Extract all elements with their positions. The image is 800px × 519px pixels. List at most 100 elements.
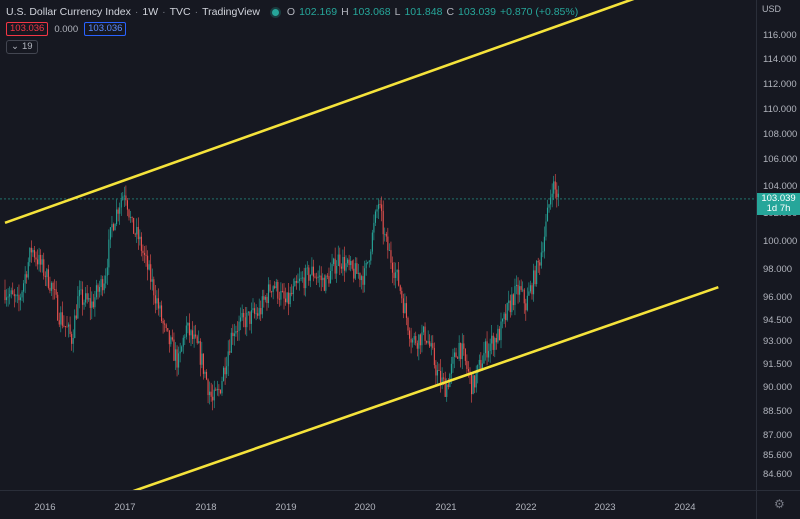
candle-body [35,257,37,260]
drawings-toggle-button[interactable]: ⌄ 19 [6,40,38,54]
candle-body [221,380,223,394]
candle-body [357,273,359,274]
high-value: 103.068 [352,6,391,18]
indicator-legend[interactable]: 103.036 0.000 103.036 [6,22,127,36]
candle-body [367,261,369,263]
candle-body [455,352,457,358]
candle-body [300,277,302,279]
candle-body [309,274,311,281]
candle-body [233,333,235,337]
time-scale[interactable]: 2016 2017 2018 2019 2020 2021 2022 2023 2024 [0,490,756,519]
candle-body [54,289,56,291]
candle-body [410,338,412,343]
candle-body [91,301,93,308]
candle-body [178,353,180,368]
candle-body [320,275,322,281]
brand-label: TradingView [202,6,260,18]
candle-body [159,305,161,309]
channel-upper-line[interactable] [4,0,718,225]
price-tick-label: 91.500 [763,359,792,370]
price-tick-label: 83.400 [763,489,792,490]
candle-body [145,254,147,256]
change-value: +0.870 (+0.85%) [500,6,579,18]
candle-body [463,343,465,349]
candle-body [275,281,277,289]
price-chart[interactable] [0,0,756,490]
indicator-value-ask: 103.036 [84,22,127,36]
price-tick-label: 106.000 [763,154,797,165]
candle-body [388,250,390,251]
candle-body [554,181,556,190]
candle-body [328,276,330,284]
open-key: O [286,6,296,18]
candle-body [120,200,122,208]
candle-body [418,334,420,349]
candle-body [289,292,291,305]
candle-body [398,269,400,286]
candle-body [421,332,423,346]
candle-body [213,389,215,401]
candle-body [325,275,327,291]
candle-body [140,236,142,251]
candle-body [365,262,367,269]
candle-body [294,281,296,287]
candle-body [399,285,401,291]
candle-body [277,281,279,299]
candle-body [10,290,12,295]
chart-pane[interactable]: U.S. Dollar Currency Index · 1W · TVC · … [0,0,756,490]
low-key: L [394,6,401,18]
candle-body [133,217,135,234]
price-tick-label: 104.000 [763,181,797,192]
candle-body [116,209,118,225]
currency-label[interactable]: USD [762,4,782,14]
candle-body [167,328,169,331]
candle-body [15,295,17,297]
candle-body [340,266,342,269]
candle-body [416,343,418,349]
candle-body [481,363,483,370]
channel-lower-line[interactable] [125,285,719,490]
candle-body [29,247,31,263]
candle-body [502,318,504,322]
price-scale[interactable]: 116.000 114.000 112.000 110.000 108.000 106.0… [756,0,800,490]
price-tick-label: 110.000 [763,104,797,115]
candle-body [533,270,535,295]
gear-icon[interactable]: ⚙ [774,497,785,511]
candle-body [223,367,225,381]
last-price-value: 103.039 [761,192,796,204]
symbol-title[interactable]: U.S. Dollar Currency Index [6,6,131,18]
candle-body [255,313,257,315]
candle-body [339,254,341,267]
candle-body [529,285,531,292]
symbol-legend[interactable]: U.S. Dollar Currency Index · 1W · TVC · … [6,6,578,18]
candle-body [396,269,398,273]
candle-body [302,277,304,279]
price-tick-label: 100.000 [763,236,797,247]
candle-body [297,281,299,283]
interval-label[interactable]: 1W [142,6,159,18]
candle-body [351,261,353,269]
candle-body [317,276,319,278]
candle-body [316,277,318,279]
candle-body [232,332,234,337]
candle-body [453,352,456,357]
candle-body [460,342,462,360]
candle-body [94,297,96,308]
axis-corner [756,490,800,519]
candle-body [92,301,94,308]
candle-body [89,298,91,308]
candle-body [69,324,71,334]
candle-body [148,264,150,270]
candle-body [539,262,541,266]
candle-body [243,313,245,318]
candle-body [395,272,397,278]
candle-body [19,297,22,301]
time-tick-label: 2022 [515,502,536,513]
candle-body [536,261,538,285]
candle-body [391,262,394,273]
candle-body [390,250,392,263]
market-status-icon[interactable] [271,8,279,16]
candle-body [95,285,97,298]
legend-separator: · [194,6,199,18]
candle-body [55,289,57,295]
